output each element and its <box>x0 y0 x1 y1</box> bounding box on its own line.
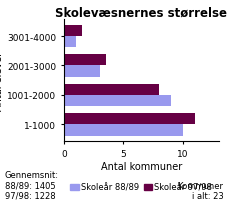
Y-axis label: Antal elever: Antal elever <box>0 51 4 110</box>
Title: Skolevæsnernes størrelse: Skolevæsnernes størrelse <box>55 6 226 19</box>
Bar <box>64 114 194 125</box>
Legend: Skoleår 88/89, Skoleår 97/98: Skoleår 88/89, Skoleår 97/98 <box>67 180 215 195</box>
Bar <box>64 96 170 107</box>
Bar <box>64 66 99 77</box>
Text: Gennemsnit:
88/89: 1405
97/98: 1228: Gennemsnit: 88/89: 1405 97/98: 1228 <box>5 170 58 200</box>
X-axis label: Antal kommuner: Antal kommuner <box>100 161 181 171</box>
Text: Kommuner
i alt: 23: Kommuner i alt: 23 <box>177 181 222 200</box>
Bar <box>64 37 75 48</box>
Bar <box>64 26 81 37</box>
Bar <box>64 55 105 66</box>
Bar <box>64 125 182 136</box>
Bar <box>64 84 158 96</box>
